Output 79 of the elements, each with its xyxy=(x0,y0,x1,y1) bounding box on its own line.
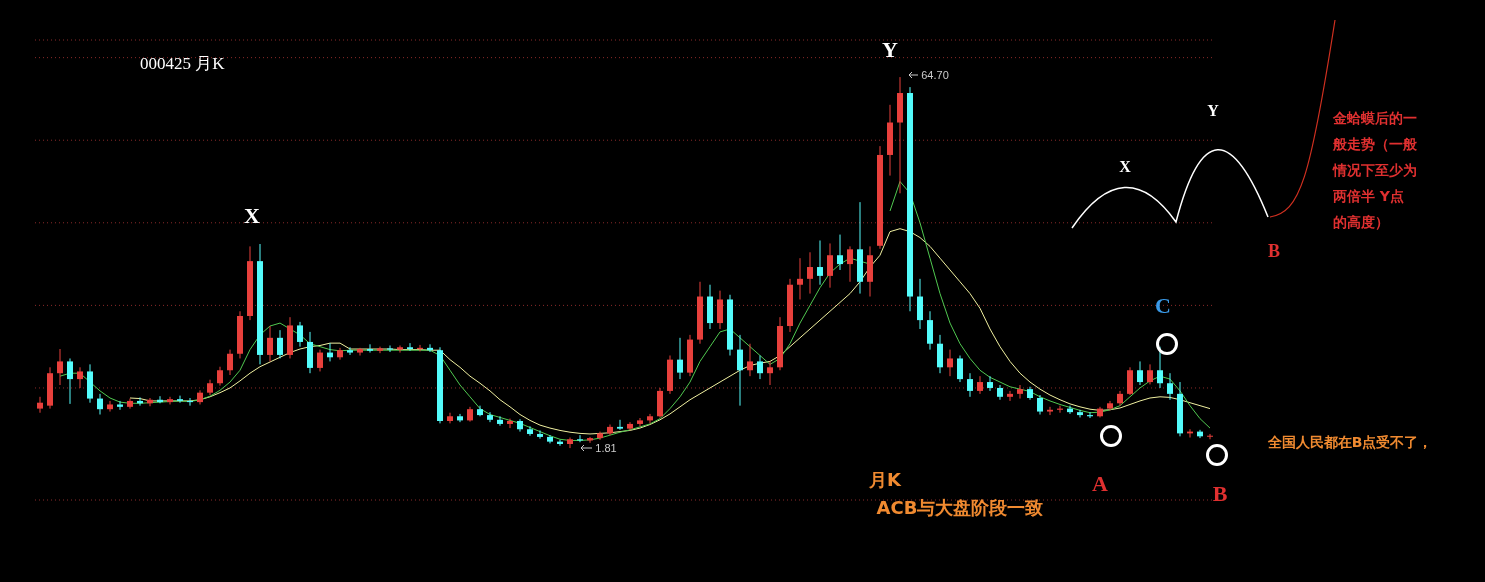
candlestick xyxy=(317,349,323,372)
annotation: 64.70 xyxy=(921,69,949,81)
candlestick xyxy=(497,415,503,427)
candlestick xyxy=(457,413,463,423)
candlestick xyxy=(177,395,183,404)
text: Y xyxy=(882,37,898,63)
text: B xyxy=(1267,240,1281,262)
candlestick xyxy=(637,417,643,427)
candlestick xyxy=(1157,346,1163,389)
candlestick xyxy=(767,360,773,386)
candlestick xyxy=(347,346,353,356)
candlestick xyxy=(917,278,923,330)
candlestick xyxy=(77,366,83,389)
candlestick xyxy=(1077,409,1083,418)
candlestick xyxy=(827,242,833,289)
candlestick xyxy=(397,344,403,354)
candlestick xyxy=(107,400,113,413)
candlestick xyxy=(617,419,623,431)
candlestick xyxy=(297,321,303,348)
candlestick xyxy=(1007,390,1013,402)
candlestick xyxy=(797,257,803,300)
candlestick xyxy=(117,400,123,411)
candlestick xyxy=(97,393,103,415)
candlestick xyxy=(837,234,843,271)
text: A xyxy=(1092,471,1108,497)
chart-title: 000425 月K xyxy=(140,53,225,75)
candlestick xyxy=(817,239,823,286)
candlestick xyxy=(1037,394,1043,415)
candlestick xyxy=(487,411,493,423)
candlestick xyxy=(1167,372,1173,401)
candlestick xyxy=(757,355,763,380)
candlestick xyxy=(227,349,233,376)
text: 月K xyxy=(869,468,901,492)
candlestick xyxy=(937,334,943,374)
candlestick xyxy=(747,343,753,377)
candlestick xyxy=(977,375,983,395)
candlestick xyxy=(677,337,683,380)
candlestick xyxy=(1017,384,1023,400)
candlestick xyxy=(447,412,453,424)
annotation: X xyxy=(244,203,260,229)
candlestick xyxy=(947,349,953,377)
candlestick xyxy=(1047,406,1053,416)
candlestick xyxy=(277,329,283,359)
candlestick xyxy=(37,396,43,414)
candlestick xyxy=(967,372,973,398)
candlestick xyxy=(67,357,73,405)
candlestick xyxy=(567,437,573,449)
candlestick xyxy=(167,396,173,405)
annotation: 1.81 xyxy=(595,442,617,454)
candlestick xyxy=(737,334,743,407)
candlestick xyxy=(537,429,543,440)
text: 金蛤蟆后的一般走势（一般情况下至少为两倍半 Y点的高度） xyxy=(1333,109,1417,232)
candlestick xyxy=(647,413,653,424)
candlestick xyxy=(507,418,513,429)
candlestick xyxy=(367,343,373,354)
candlestick xyxy=(407,342,413,352)
candlestick xyxy=(57,348,63,386)
candlestick xyxy=(357,347,363,357)
candlestick xyxy=(267,325,273,362)
candlestick xyxy=(987,375,993,392)
annotation: Y xyxy=(1207,102,1219,120)
candlestick xyxy=(527,425,533,437)
candlestick xyxy=(1147,363,1153,385)
candlestick xyxy=(1207,433,1213,440)
candlestick xyxy=(847,245,853,283)
candlestick xyxy=(717,290,723,330)
text: B xyxy=(1212,481,1228,507)
candlestick xyxy=(377,346,383,354)
text: 全国人民都在B点受不了， xyxy=(1267,434,1433,452)
candlestick xyxy=(927,310,933,351)
candlestick xyxy=(1127,366,1133,396)
candlestick xyxy=(387,344,393,353)
annotation: C xyxy=(1155,293,1171,319)
candlestick xyxy=(217,366,223,387)
annotation: X xyxy=(1119,158,1131,176)
candlestick xyxy=(1137,360,1143,386)
text: ACB与大盘阶段一致 xyxy=(876,496,1044,520)
candlestick xyxy=(957,355,963,383)
candlestick xyxy=(807,251,813,295)
